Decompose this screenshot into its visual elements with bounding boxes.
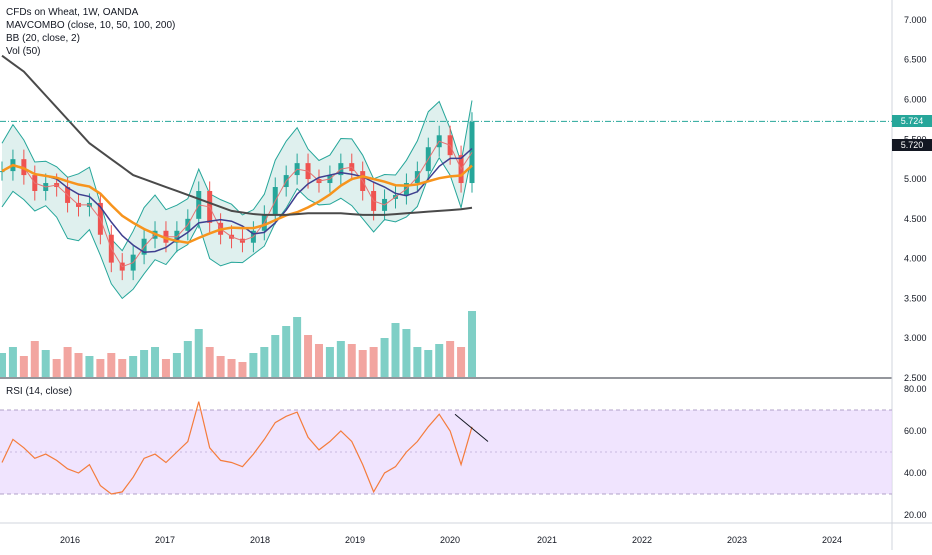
volume-bar <box>52 359 61 377</box>
volume-bar <box>183 341 192 377</box>
volume-bar <box>282 326 291 377</box>
volume-bar <box>391 323 400 377</box>
price-axis-tick: 4.000 <box>904 254 927 264</box>
volume-bar <box>161 359 170 377</box>
symbol-title[interactable]: CFDs on Wheat, 1W, OANDA <box>6 7 139 18</box>
volume-bar <box>380 338 389 377</box>
volume-bar <box>238 362 247 377</box>
price-axis-tick: 6.500 <box>904 55 927 65</box>
volume-bar <box>140 350 149 377</box>
price-axis-tick: 7.000 <box>904 15 927 25</box>
volume-bar <box>413 347 422 377</box>
volume-bar <box>172 353 181 377</box>
bollinger-band-fill <box>2 100 472 299</box>
last-price-badge: 5.724 <box>892 115 932 128</box>
rsi-axis-tick: 60.00 <box>904 426 927 436</box>
volume-bar <box>194 329 203 377</box>
volume-bar <box>118 359 127 377</box>
volume-bar <box>0 353 6 377</box>
price-axis-tick: 2.500 <box>904 373 927 383</box>
rsi-axis-tick: 80.00 <box>904 384 927 394</box>
volume-bar <box>304 335 313 377</box>
bb-indicator-label[interactable]: BB (20, close, 2) <box>6 33 80 44</box>
volume-bar <box>96 359 105 377</box>
bollinger-upper-line <box>1 100 473 252</box>
candle-body <box>0 171 5 173</box>
volume-bar <box>402 329 411 377</box>
volume-bar <box>249 353 258 377</box>
volume-bar <box>314 344 323 377</box>
bollinger-lower-line <box>1 153 473 300</box>
volume-bar <box>457 347 466 377</box>
rsi-axis-tick: 40.00 <box>904 468 927 478</box>
price-axis-tick: 6.000 <box>904 94 927 104</box>
ma50-line <box>1 147 473 254</box>
volume-bar <box>336 341 345 377</box>
volume-bar <box>85 356 94 377</box>
volume-bar <box>435 344 444 377</box>
volume-bar <box>468 311 476 377</box>
volume-bar <box>216 356 225 377</box>
time-axis-tick: 2023 <box>727 535 747 545</box>
time-axis-tick: 2021 <box>537 535 557 545</box>
volume-bar <box>424 350 433 377</box>
price-axis-tick: 5.000 <box>904 174 927 184</box>
volume-bar <box>347 344 356 377</box>
volume-bar <box>74 353 83 377</box>
volume-bar <box>63 347 72 377</box>
chart-legend: CFDs on Wheat, 1W, OANDA MAVCOMBO (close… <box>6 6 175 58</box>
ma100-line <box>1 163 473 245</box>
volume-bar <box>358 350 367 377</box>
time-axis-tick: 2017 <box>155 535 175 545</box>
volume-bar <box>205 347 214 377</box>
volume-bar <box>8 347 17 377</box>
price-axis-tick: 4.500 <box>904 214 927 224</box>
time-axis-tick: 2024 <box>822 535 842 545</box>
volume-bar <box>129 356 138 377</box>
ma10-line <box>1 140 473 268</box>
rsi-trend-line <box>454 413 489 442</box>
rsi-indicator-label[interactable]: RSI (14, close) <box>6 386 73 397</box>
time-axis-tick: 2016 <box>60 535 80 545</box>
rsi-axis-tick: 20.00 <box>904 510 927 520</box>
volume-bar <box>369 347 378 377</box>
time-axis-tick: 2022 <box>632 535 652 545</box>
volume-bar <box>227 359 236 377</box>
volume-bar <box>19 356 28 377</box>
mavcombo-indicator-label[interactable]: MAVCOMBO (close, 10, 50, 100, 200) <box>6 20 176 31</box>
rsi-line <box>1 401 473 495</box>
marker-price-badge: 5.720 <box>892 139 932 151</box>
volume-bar <box>446 341 455 377</box>
volume-bar <box>151 347 160 377</box>
volume-bar <box>30 341 39 377</box>
time-axis-tick: 2020 <box>440 535 460 545</box>
volume-bar <box>325 347 334 377</box>
volume-bar <box>271 335 280 377</box>
volume-bar <box>260 347 269 377</box>
price-axis-tick: 3.500 <box>904 293 927 303</box>
vol-indicator-label[interactable]: Vol (50) <box>6 46 41 57</box>
volume-bar <box>107 353 116 377</box>
time-axis-tick: 2019 <box>345 535 365 545</box>
ma200-line <box>1 54 473 216</box>
price-axis-tick: 3.000 <box>904 333 927 343</box>
volume-bar <box>41 350 50 377</box>
volume-bar <box>293 317 302 377</box>
time-axis-tick: 2018 <box>250 535 270 545</box>
